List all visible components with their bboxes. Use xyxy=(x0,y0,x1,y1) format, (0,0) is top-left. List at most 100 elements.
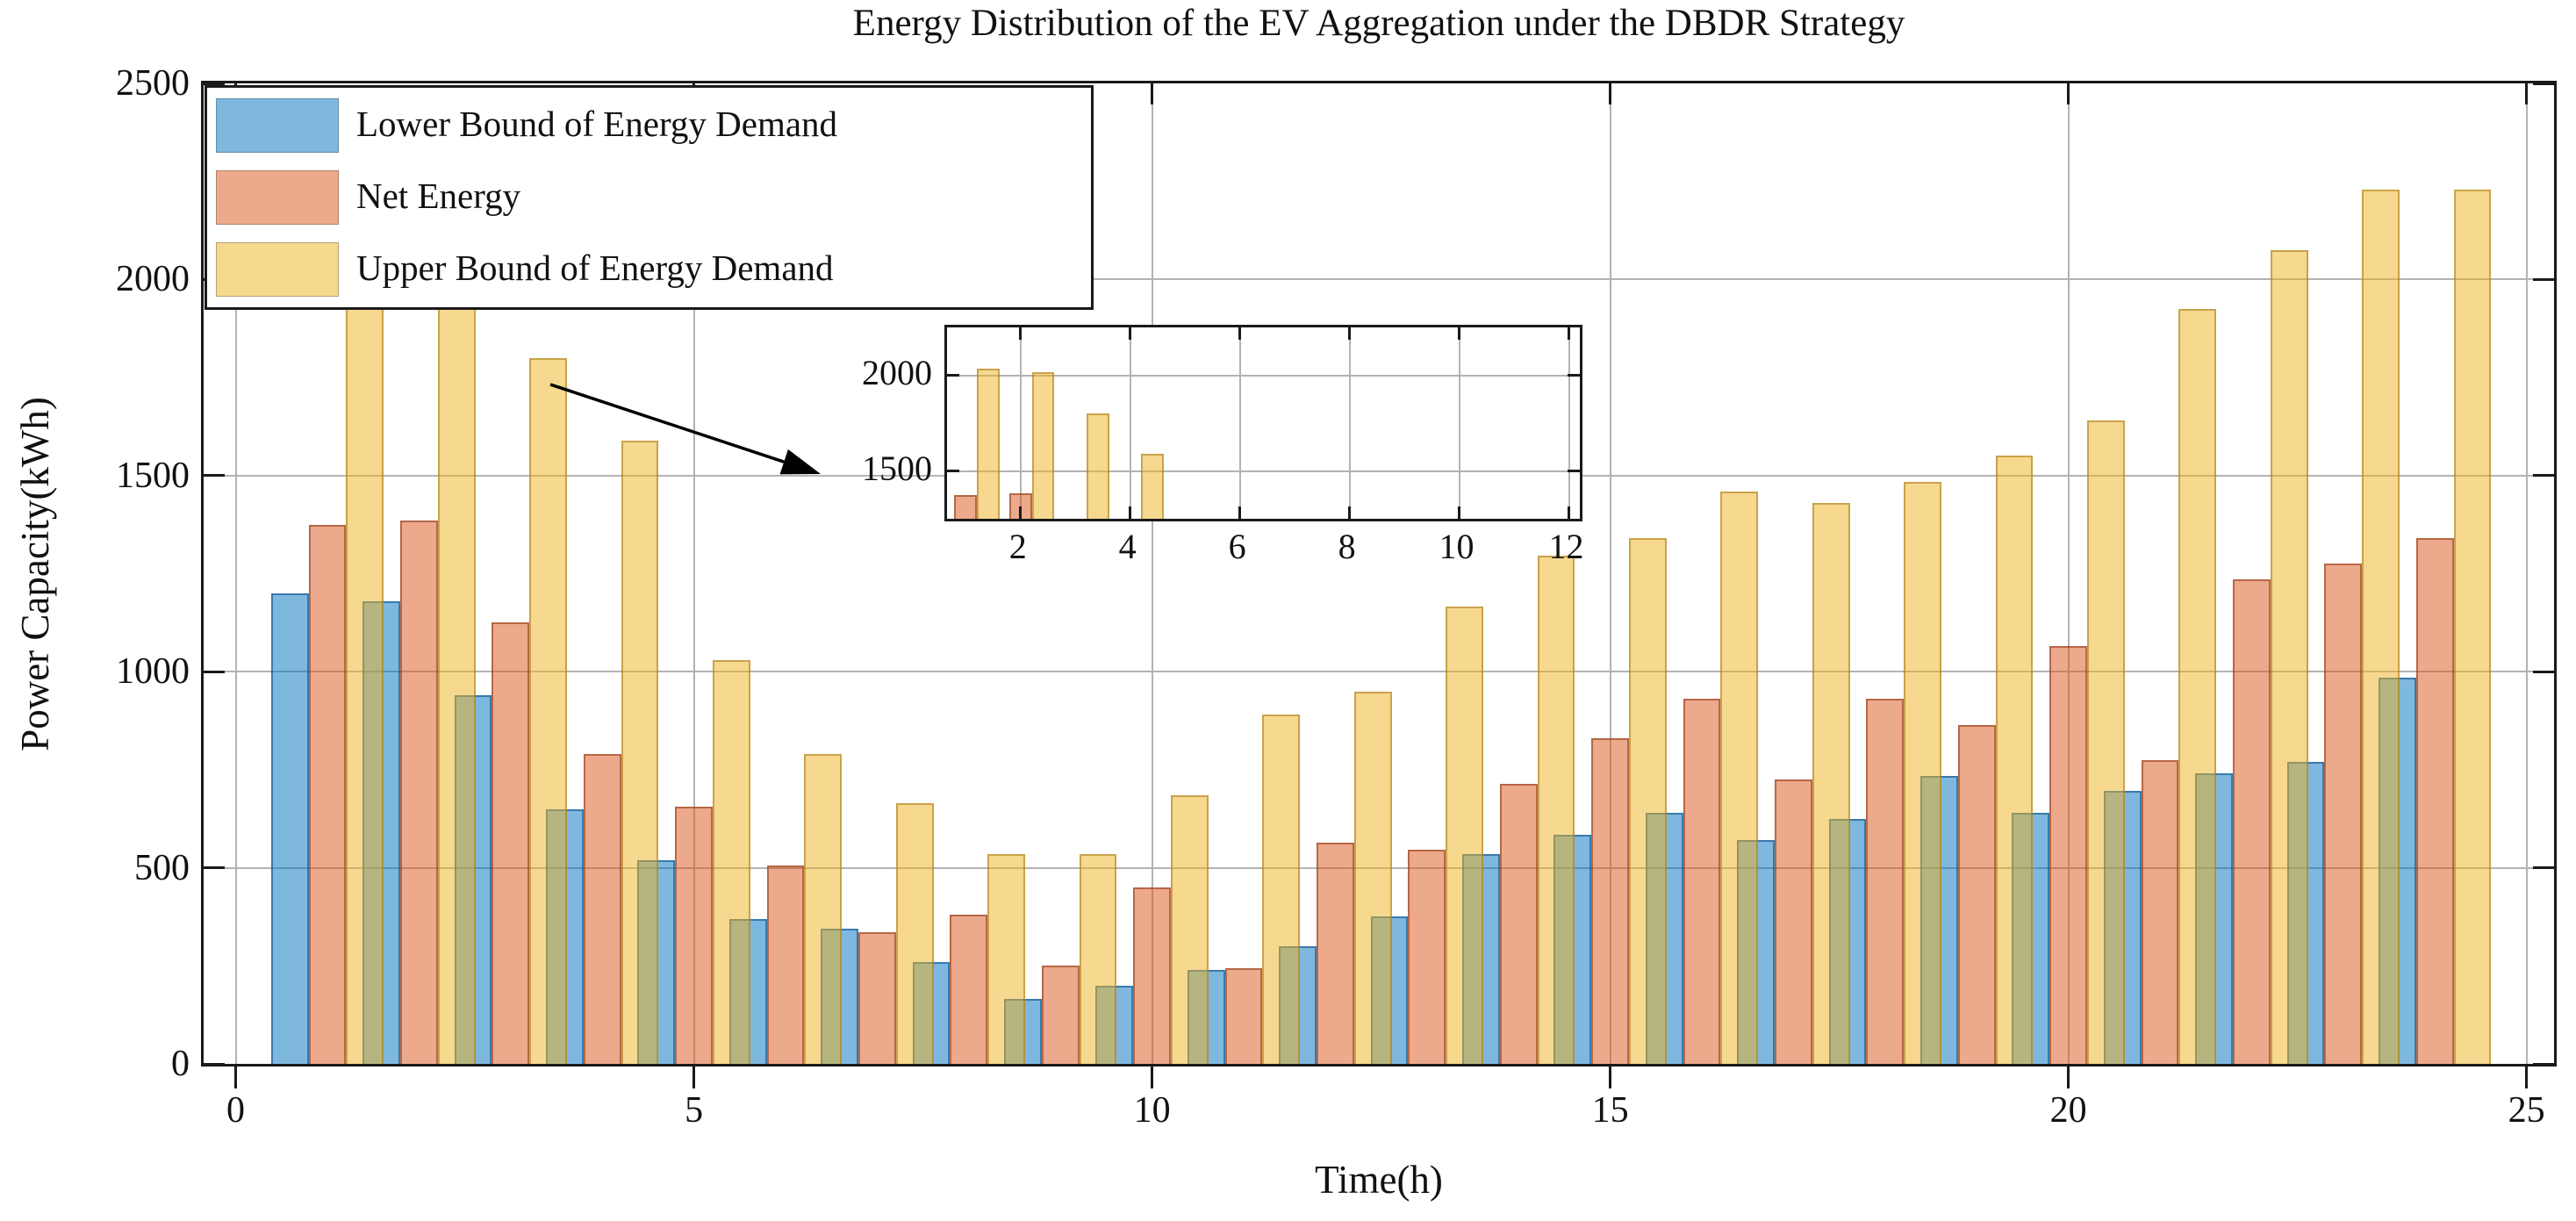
y-tick-right xyxy=(2533,277,2554,281)
inset-x-tick-label: 2 xyxy=(1008,527,1027,566)
y-tick-label: 2000 xyxy=(116,259,190,300)
inset-bar-upper-bound-of-energy-demand-h4 xyxy=(1141,453,1165,519)
inset-x-tick-bottom xyxy=(1348,506,1352,519)
bar-upper-bound-of-energy-demand-h3 xyxy=(529,357,567,1064)
bar-upper-bound-of-energy-demand-h7 xyxy=(895,802,934,1064)
inset-zoom-plot xyxy=(944,325,1582,521)
legend-label: Upper Bound of Energy Demand xyxy=(356,248,834,288)
inset-grid-layer xyxy=(947,327,1580,519)
x-tick-bottom xyxy=(692,1064,696,1088)
x-tick-label: 5 xyxy=(685,1090,704,1131)
bar-upper-bound-of-energy-demand-h12 xyxy=(1353,691,1392,1064)
legend-item-lower-bound: Lower Bound of Energy Demand xyxy=(216,98,1082,156)
bar-upper-bound-of-energy-demand-h19 xyxy=(1995,456,2034,1064)
inset-x-tick-top xyxy=(1458,327,1461,340)
inset-x-tick-label: 12 xyxy=(1548,527,1584,566)
bar-upper-bound-of-energy-demand-h2 xyxy=(437,273,476,1064)
inset-y-tick-left xyxy=(947,374,959,377)
legend-swatch-upper-bound-icon xyxy=(216,242,339,297)
bar-upper-bound-of-energy-demand-h16 xyxy=(1720,491,1759,1064)
x-axis-label: Time(h) xyxy=(1315,1158,1443,1202)
bar-net-energy-h2 xyxy=(399,521,438,1064)
x-tick-bottom xyxy=(234,1064,238,1088)
bar-upper-bound-of-energy-demand-h17 xyxy=(1812,503,1850,1064)
inset-bar-net-energy-h2 xyxy=(1008,492,1032,519)
chart-title: Energy Distribution of the EV Aggregatio… xyxy=(852,3,1905,44)
bar-upper-bound-of-energy-demand-h8 xyxy=(987,853,1025,1064)
bar-net-energy-h11 xyxy=(1224,967,1263,1064)
x-tick-label: 15 xyxy=(1591,1090,1629,1131)
x-tick-top xyxy=(1609,83,1612,104)
inset-x-tick-bottom xyxy=(1458,506,1461,519)
bar-lower-bound-of-energy-demand-h1 xyxy=(270,593,309,1064)
inset-bar-upper-bound-of-energy-demand-h2 xyxy=(1031,372,1055,519)
y-tick-left xyxy=(204,670,225,673)
x-tick-bottom xyxy=(2067,1064,2070,1088)
bar-net-energy-h24 xyxy=(2415,538,2454,1064)
legend-swatch-net-energy-icon xyxy=(216,170,339,225)
inset-tick-layer xyxy=(947,327,1580,519)
bar-net-energy-h13 xyxy=(1408,850,1446,1064)
bar-upper-bound-of-energy-demand-h11 xyxy=(1262,715,1301,1064)
inset-v-gridline xyxy=(1019,327,1022,519)
legend-label: Net Energy xyxy=(356,176,521,216)
bar-upper-bound-of-energy-demand-h10 xyxy=(1170,794,1209,1064)
inset-x-tick-top xyxy=(1348,327,1352,340)
inset-x-tick-top xyxy=(1238,327,1242,340)
v-gridline xyxy=(2525,83,2528,1064)
inset-bar-upper-bound-of-energy-demand-h3 xyxy=(1087,413,1109,519)
inset-v-gridline xyxy=(1238,327,1241,519)
y-tick-left xyxy=(204,82,225,85)
h-gridline xyxy=(204,278,2554,281)
inset-x-tick-label: 10 xyxy=(1439,527,1475,566)
bar-net-energy-h22 xyxy=(2233,579,2271,1064)
bar-net-energy-h19 xyxy=(1957,724,1996,1064)
legend-swatch-lower-bound-icon xyxy=(216,98,339,153)
y-tick-label: 500 xyxy=(134,847,190,888)
inset-v-gridline xyxy=(1348,327,1351,519)
bar-net-energy-h20 xyxy=(2049,646,2088,1064)
x-tick-top xyxy=(2067,83,2070,104)
bar-upper-bound-of-energy-demand-h4 xyxy=(621,440,659,1064)
v-gridline xyxy=(1609,83,1611,1064)
bar-net-energy-h17 xyxy=(1775,779,1812,1064)
inset-x-tick-bottom xyxy=(1568,506,1570,519)
inset-y-tick-left xyxy=(947,470,959,472)
bar-upper-bound-of-energy-demand-h15 xyxy=(1629,538,1667,1064)
inset-bar-net-energy-h1 xyxy=(954,494,978,519)
x-tick-label: 0 xyxy=(226,1090,246,1131)
bar-net-energy-h15 xyxy=(1591,738,1630,1064)
bar-upper-bound-of-energy-demand-h21 xyxy=(2178,308,2217,1064)
v-gridline xyxy=(1151,83,1153,1064)
legend-item-net-energy: Net Energy xyxy=(216,170,1082,228)
inset-v-gridline xyxy=(1568,327,1570,519)
h-gridline xyxy=(204,671,2554,673)
y-tick-label: 1500 xyxy=(116,455,190,496)
v-gridline xyxy=(234,83,237,1064)
bar-net-energy-h21 xyxy=(2141,759,2179,1064)
bar-net-energy-h18 xyxy=(1866,699,1905,1064)
bar-net-energy-h4 xyxy=(583,754,621,1064)
x-tick-label: 10 xyxy=(1133,1090,1171,1131)
legend-item-upper-bound: Upper Bound of Energy Demand xyxy=(216,242,1082,300)
inset-y-tick-label: 1500 xyxy=(862,448,932,488)
bar-upper-bound-of-energy-demand-h22 xyxy=(2270,249,2308,1064)
inset-v-gridline xyxy=(1129,327,1131,519)
inset-y-tick-right xyxy=(1568,374,1580,377)
y-tick-label: 2500 xyxy=(116,63,190,104)
bar-upper-bound-of-energy-demand-h13 xyxy=(1446,607,1483,1064)
x-tick-bottom xyxy=(1151,1064,1154,1088)
bar-net-energy-h16 xyxy=(1683,699,1721,1064)
inset-bar-upper-bound-of-energy-demand-h1 xyxy=(977,368,1000,519)
y-tick-left xyxy=(204,474,225,478)
bar-net-energy-h8 xyxy=(950,915,988,1064)
inset-x-tick-bottom xyxy=(1019,506,1023,519)
inset-h-gridline xyxy=(947,374,1580,377)
bar-net-energy-h7 xyxy=(857,932,896,1064)
bar-net-energy-h6 xyxy=(766,865,805,1064)
bar-upper-bound-of-energy-demand-h5 xyxy=(712,659,750,1064)
y-tick-right xyxy=(2533,670,2554,673)
y-tick-label: 0 xyxy=(171,1044,190,1084)
y-tick-right xyxy=(2533,474,2554,478)
